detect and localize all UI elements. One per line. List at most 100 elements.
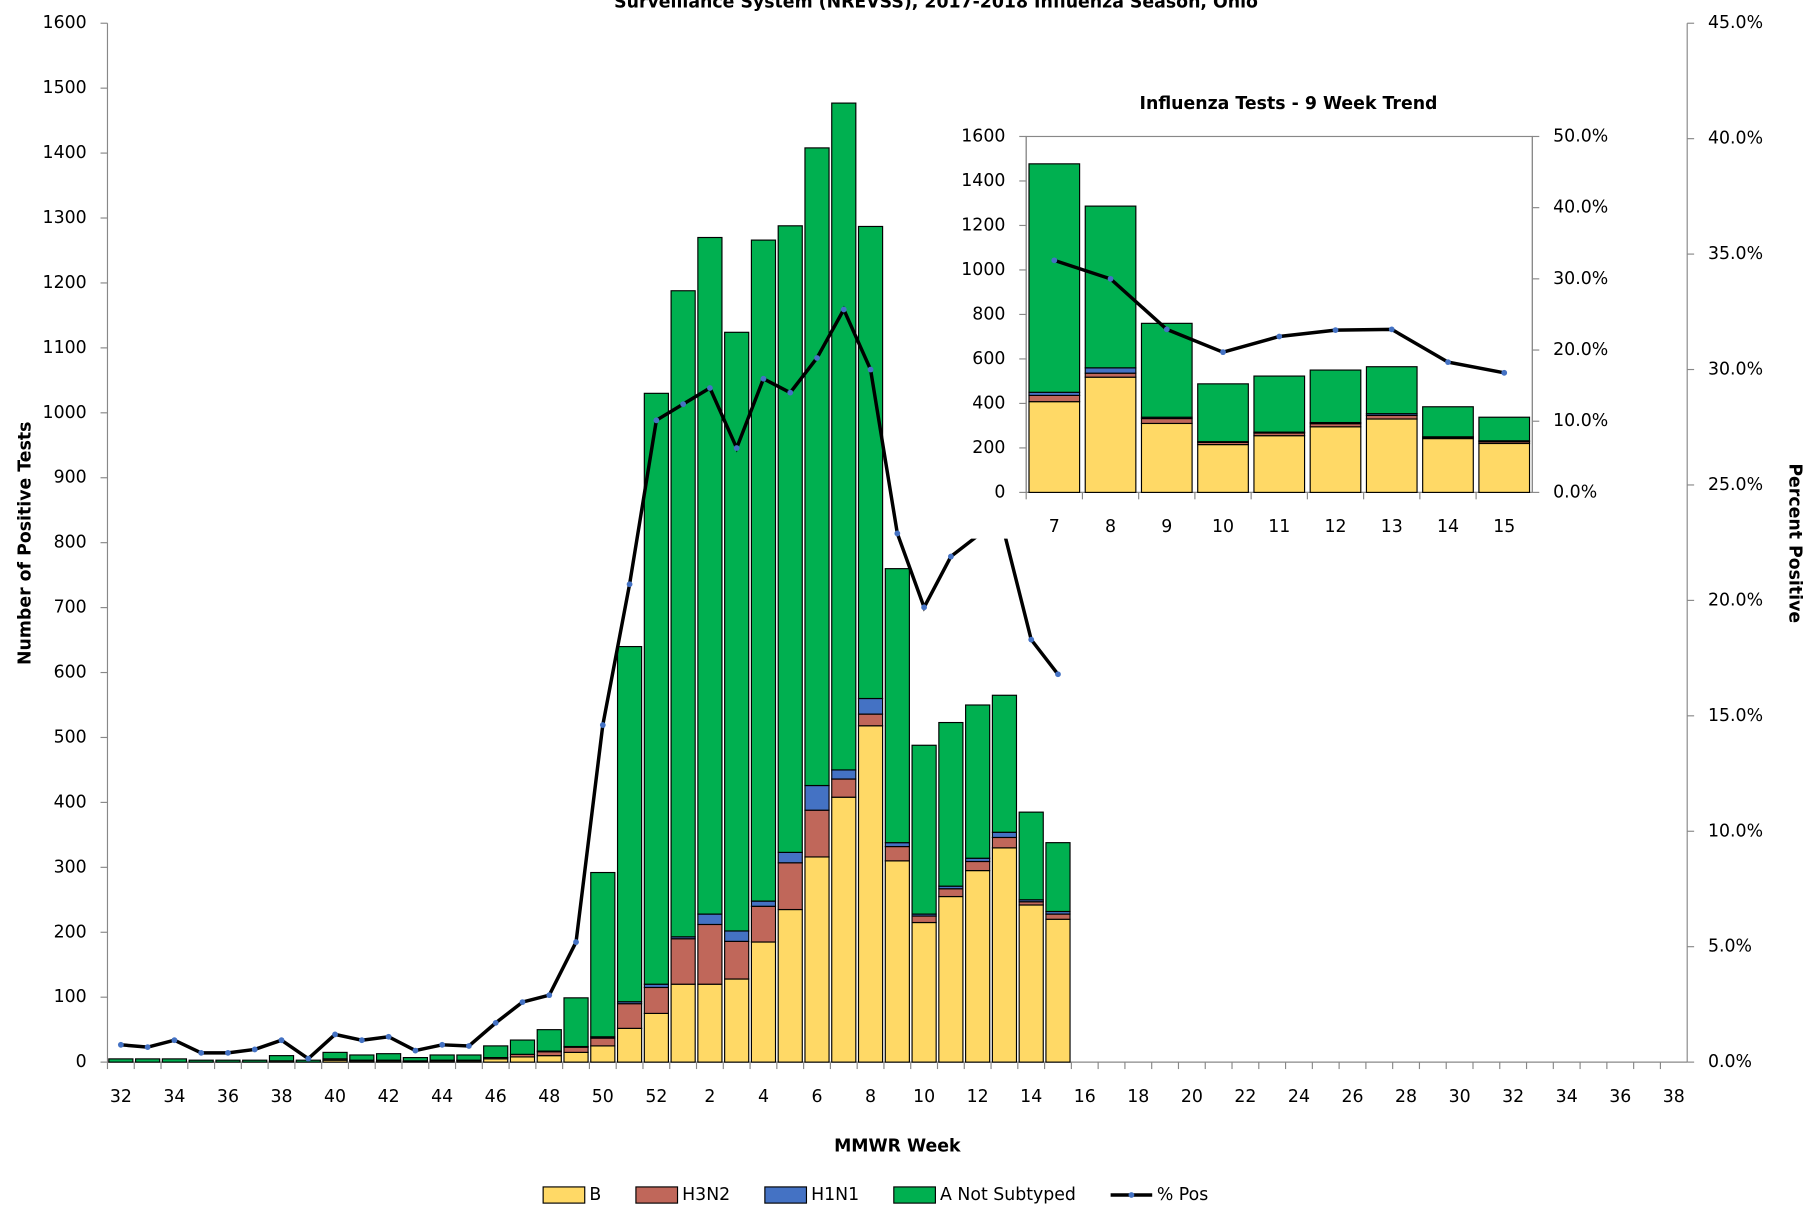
- x-tick-label: 9: [1161, 517, 1172, 537]
- line-marker: [626, 581, 633, 588]
- line-marker: [680, 401, 687, 408]
- x-tick-label: 26: [1341, 1087, 1363, 1107]
- bar-segment: [1422, 437, 1474, 493]
- bar-segment: [616, 645, 643, 1003]
- y2-tick-label: 35.0%: [1708, 244, 1763, 264]
- bar-segment: [831, 769, 857, 780]
- line-marker: [840, 306, 847, 313]
- line-marker: [573, 939, 579, 945]
- line-marker: [894, 530, 901, 537]
- y-tick-label: 100: [54, 987, 87, 1007]
- bar-segment: [1309, 426, 1362, 493]
- bar-segment: [1045, 913, 1071, 920]
- bar-segment: [724, 978, 750, 1063]
- line-marker: [921, 604, 927, 611]
- x-tick-label: 52: [645, 1087, 667, 1107]
- x-axis-title: MMWR Week: [834, 1136, 961, 1156]
- line-marker: [1220, 349, 1226, 356]
- line-marker: [412, 1047, 419, 1054]
- y-tick-label: 800: [972, 304, 1005, 324]
- line-marker: [144, 1044, 151, 1051]
- y-tick-label: 900: [54, 468, 87, 488]
- line-marker: [1276, 333, 1283, 340]
- x-tick-label: 4: [758, 1087, 769, 1107]
- bar-segment: [1365, 366, 1418, 415]
- x-tick-label: 16: [1074, 1087, 1096, 1107]
- x-tick-label: 28: [1395, 1087, 1417, 1107]
- line-marker: [733, 445, 740, 451]
- bar-segment: [1084, 376, 1137, 493]
- bar-segment: [777, 851, 803, 864]
- line-marker: [1028, 636, 1035, 643]
- line-marker: [599, 722, 606, 728]
- x-tick-label: 14: [1437, 517, 1459, 537]
- y-tick-label: 600: [54, 663, 87, 683]
- y2-tick-label: 30.0%: [1708, 360, 1763, 380]
- x-tick-label: 18: [1127, 1087, 1149, 1107]
- x-tick-label: 34: [163, 1087, 185, 1107]
- line-marker: [653, 417, 660, 424]
- bar-segment: [857, 713, 884, 727]
- line-marker: [1055, 671, 1061, 678]
- x-tick-label: 14: [1020, 1087, 1042, 1107]
- bar-segment: [108, 1058, 134, 1063]
- y2-tick-label: 10.0%: [1708, 821, 1763, 841]
- bar-segment: [991, 847, 1018, 1063]
- y-tick-label: 1100: [43, 338, 87, 358]
- bar-segment: [991, 836, 1018, 849]
- bar-segment: [429, 1054, 455, 1061]
- inset-title: Influenza Tests - 9 Week Trend: [1140, 94, 1438, 114]
- line-marker: [1107, 275, 1114, 282]
- bar-segment: [1140, 417, 1193, 425]
- bar-segment: [135, 1058, 161, 1063]
- y-tick-label: 0: [994, 482, 1005, 502]
- bar-segment: [697, 983, 723, 1063]
- bar-segment: [750, 900, 777, 907]
- line-marker: [707, 385, 713, 391]
- line-marker: [385, 1033, 392, 1040]
- line-marker: [251, 1046, 258, 1053]
- bar-segment: [777, 862, 803, 911]
- bar-segment: [991, 831, 1018, 839]
- bar-segment: [857, 725, 884, 1063]
- bar-segment: [831, 796, 857, 1063]
- y2-tick-label: 25.0%: [1708, 475, 1763, 495]
- legend-swatch: [764, 1186, 808, 1204]
- line-marker: [198, 1049, 205, 1056]
- x-tick-label: 32: [1502, 1087, 1524, 1107]
- bar-segment: [643, 1012, 669, 1063]
- bar-segment: [643, 392, 669, 985]
- y-tick-label: 1600: [961, 126, 1005, 146]
- line-marker: [1332, 327, 1339, 333]
- y2-tick-label: 0.0%: [1553, 482, 1597, 502]
- y2-tick-label: 5.0%: [1708, 937, 1752, 957]
- bar-segment: [1140, 322, 1193, 418]
- x-tick-label: 30: [1449, 1087, 1471, 1107]
- bar-segment: [965, 869, 991, 1063]
- bar-segment: [670, 983, 696, 1063]
- bar-segment: [1140, 422, 1193, 493]
- x-tick-label: 50: [592, 1087, 614, 1107]
- y2-tick-label: 20.0%: [1708, 590, 1763, 610]
- x-tick-label: 12: [1324, 517, 1346, 537]
- y-tick-label: 1300: [43, 208, 87, 228]
- bar-segment: [831, 102, 857, 771]
- bar-segment: [1197, 383, 1249, 443]
- bar-segment: [965, 860, 991, 872]
- bar-segment: [590, 1045, 616, 1063]
- x-tick-label: 36: [217, 1087, 239, 1107]
- bar-segment: [750, 905, 777, 943]
- bar-segment: [242, 1059, 268, 1063]
- line-marker: [332, 1031, 338, 1038]
- bar-segment: [563, 1046, 589, 1053]
- line-marker: [439, 1041, 446, 1048]
- bar-segment: [697, 923, 723, 985]
- y-tick-label: 200: [54, 922, 87, 942]
- bar-segment: [1253, 435, 1306, 493]
- bar-segment: [375, 1053, 402, 1061]
- bar-segment: [804, 809, 830, 858]
- bar-segment: [750, 239, 777, 902]
- y-tick-label: 1200: [961, 215, 1005, 235]
- x-tick-label: 13: [1381, 517, 1403, 537]
